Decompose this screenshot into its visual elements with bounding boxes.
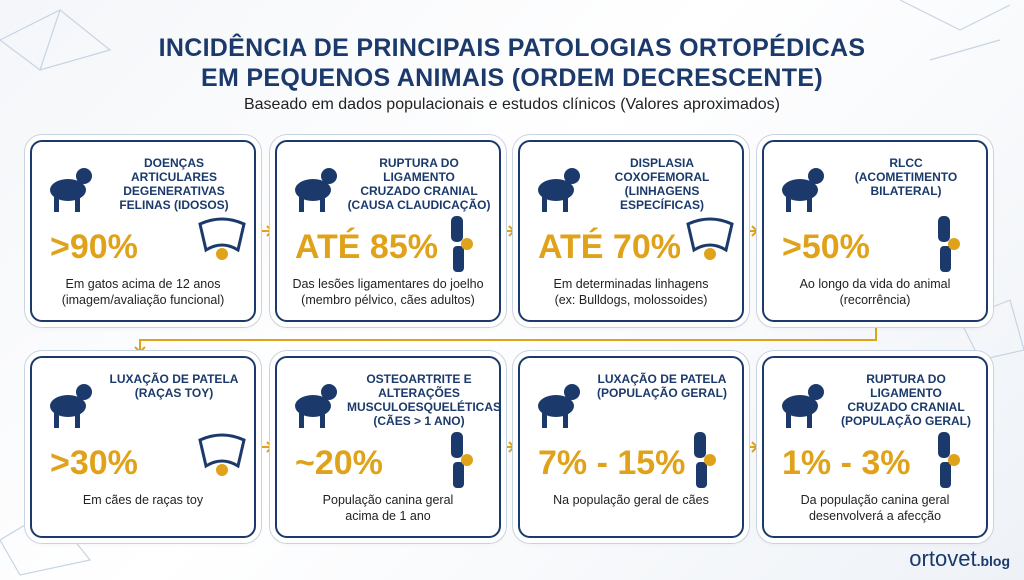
icon <box>694 432 716 488</box>
card-title-line: RLCC <box>889 156 923 170</box>
icon <box>938 432 960 488</box>
card-description-line: (recorrência) <box>839 293 911 307</box>
icon <box>198 433 246 476</box>
icon <box>295 168 337 212</box>
card-title-line: RUPTURA DO LIGAMENTO <box>866 372 946 400</box>
icon <box>295 384 337 428</box>
card-title: RUPTURA DO LIGAMENTO CRUZADO CRANIAL (POPU… <box>834 372 978 428</box>
card-description-line: Ao longo da vida do animal <box>799 277 951 291</box>
card-title-line: (POPULAÇÃO GERAL) <box>841 414 971 428</box>
card-description-line: desenvolverá a afecção <box>808 509 942 523</box>
card-title-line: (CAUSA CLAUDICAÇÃO) <box>347 198 491 212</box>
icon <box>782 168 824 212</box>
card-title-line: CRUZADO CRANIAL <box>847 400 965 414</box>
card: RUPTURA DO LIGAMENTO CRUZADO CRANIAL (CAUS… <box>275 140 501 322</box>
card-title-line: (LINHAGENS ESPECÍFICAS) <box>619 184 704 212</box>
card-title-line: (POPULAÇÃO GERAL) <box>597 386 727 400</box>
card-description: Das lesões ligamentares do joelho (membro… <box>283 276 493 308</box>
card-title-line: OSTEOARTRITE E <box>366 372 472 386</box>
card-title: DISPLASIA COXOFEMORAL (LINHAGENS ESPECÍFIC… <box>590 156 734 212</box>
card-title-line: BILATERAL) <box>870 184 942 198</box>
card-title-line: MUSCULOESQUELÉTICAS <box>347 400 502 414</box>
icon <box>198 217 246 260</box>
card-description: Em cães de raças toy <box>38 492 248 508</box>
card-title: LUXAÇÃO DE PATELA (RAÇAS TOY) <box>102 372 246 400</box>
card-title: RUPTURA DO LIGAMENTO CRUZADO CRANIAL (CAUS… <box>347 156 491 212</box>
card: DISPLASIA COXOFEMORAL (LINHAGENS ESPECÍFIC… <box>518 140 744 322</box>
card-value: ATÉ 85% <box>295 228 438 266</box>
card-title-line: LUXAÇÃO DE PATELA <box>597 372 727 386</box>
subtitle: Baseado em dados populacionais e estudos… <box>243 96 780 113</box>
card-description: Da população canina geral desenvolverá a … <box>770 492 980 524</box>
card-value: ATÉ 70% <box>538 228 681 266</box>
card-description: População canina geral acima de 1 ano <box>283 492 493 524</box>
logo: ortovet.blog <box>909 546 1010 572</box>
card-value: >90% <box>50 228 138 266</box>
icon <box>50 168 92 212</box>
icon <box>938 216 960 272</box>
card-description: Em determinadas linhagens (ex: Bulldogs, … <box>526 276 736 308</box>
card-title: DOENÇAS ARTICULARES DEGENERATIVAS FELINAS … <box>102 156 246 212</box>
icon <box>538 384 580 428</box>
icon <box>686 217 734 260</box>
card-title-line: (CÃES > 1 ANO) <box>373 414 465 428</box>
card-description-line: (membro pélvico, cães adultos) <box>301 293 475 307</box>
card-description-line: Das lesões ligamentares do joelho <box>292 277 484 291</box>
title-line: EM PEQUENOS ANIMAIS (ORDEM DECRESCENTE) <box>201 64 823 92</box>
card-title-line: RUPTURA DO LIGAMENTO <box>379 156 459 184</box>
card-title-line: (ACOMETIMENTO <box>854 170 958 184</box>
card-title-line: FELINAS (IDOSOS) <box>119 198 229 212</box>
icon <box>451 216 473 272</box>
icon <box>782 384 824 428</box>
card-value: >50% <box>782 228 870 266</box>
card-title-line: (RAÇAS TOY) <box>134 386 214 400</box>
card-title-line: DOENÇAS ARTICULARES <box>131 156 217 184</box>
card-title-line: CRUZADO CRANIAL <box>360 184 478 198</box>
card-value: ~20% <box>295 444 383 482</box>
card-description-line: (imagem/avaliação funcional) <box>61 293 225 307</box>
icon <box>538 168 580 212</box>
card-value: 7% - 15% <box>538 444 686 482</box>
card-description-line: Em gatos acima de 12 anos <box>65 277 221 291</box>
card-description-line: População canina geral <box>322 493 454 507</box>
card-title: LUXAÇÃO DE PATELA (POPULAÇÃO GERAL) <box>590 372 734 400</box>
card-description: Na população geral de cães <box>526 492 736 508</box>
card-value: 1% - 3% <box>782 444 911 482</box>
card-description-line: Em cães de raças toy <box>82 493 204 507</box>
logo-suffix: .blog <box>976 553 1010 569</box>
icon <box>451 432 473 488</box>
card-title-line: DISPLASIA <box>629 156 694 170</box>
card: DOENÇAS ARTICULARES DEGENERATIVAS FELINAS … <box>30 140 256 322</box>
card: LUXAÇÃO DE PATELA (POPULAÇÃO GERAL) 7% - 1… <box>518 356 744 538</box>
card: RLCC (ACOMETIMENTO BILATERAL) >50% Ao longo … <box>762 140 988 322</box>
card-description: Ao longo da vida do animal (recorrência) <box>770 276 980 308</box>
card-description-line: Na população geral de cães <box>553 493 709 507</box>
card-title-line: LUXAÇÃO DE PATELA <box>109 372 239 386</box>
card-title-line: COXOFEMORAL <box>614 170 710 184</box>
card-title: RLCC (ACOMETIMENTO BILATERAL) <box>834 156 978 198</box>
card-title-line: ALTERAÇÕES <box>378 386 460 400</box>
card-title: OSTEOARTRITE E ALTERAÇÕES MUSCULOESQUELÉTI… <box>347 372 502 428</box>
card-description: Em gatos acima de 12 anos (imagem/avaliaç… <box>38 276 248 308</box>
card-description-line: acima de 1 ano <box>345 509 431 523</box>
logo-text: ortovet <box>909 546 977 571</box>
card-description-line: Em determinadas linhagens <box>553 277 709 291</box>
card-title-line: DEGENERATIVAS <box>123 184 225 198</box>
title-line: INCIDÊNCIA DE PRINCIPAIS PATOLOGIAS ORTO… <box>158 34 866 62</box>
card-description-line: (ex: Bulldogs, molossoides) <box>554 293 708 307</box>
card: LUXAÇÃO DE PATELA (RAÇAS TOY) >30% Em cães … <box>30 356 256 538</box>
card-value: >30% <box>50 444 138 482</box>
card-description-line: Da população canina geral <box>800 493 950 507</box>
icon <box>50 384 92 428</box>
card: OSTEOARTRITE E ALTERAÇÕES MUSCULOESQUELÉTI… <box>275 356 501 538</box>
card: RUPTURA DO LIGAMENTO CRUZADO CRANIAL (POPU… <box>762 356 988 538</box>
